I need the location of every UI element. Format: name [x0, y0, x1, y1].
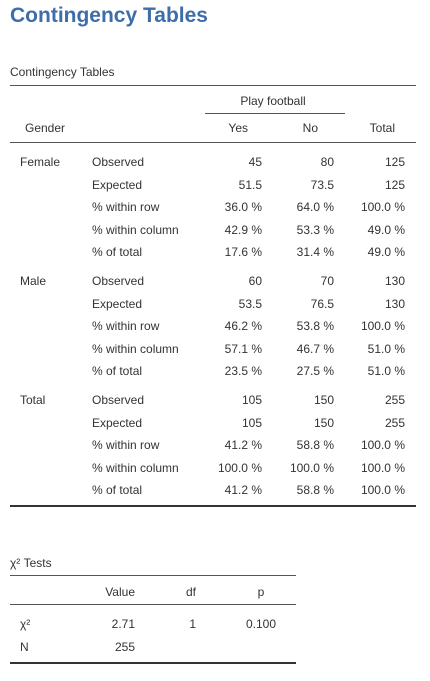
total-column-header: Total — [369, 121, 395, 135]
no-cell: 70 — [320, 274, 334, 288]
yes-cell: 41.2 % — [224, 483, 262, 497]
total-cell: 51.0 % — [367, 342, 405, 356]
statistic-label: Observed — [92, 155, 145, 169]
no-cell: 53.8 % — [296, 319, 334, 333]
yes-cell: 53.5 — [238, 297, 262, 311]
contingency-table-top-rule — [10, 85, 416, 86]
no-cell: 53.3 % — [296, 223, 334, 237]
no-cell: 100.0 % — [289, 461, 334, 475]
chi-table-top-rule — [10, 575, 296, 576]
chi-square-tests-title: χ² Tests — [10, 556, 52, 570]
no-cell: 73.5 — [310, 178, 334, 192]
statistic-label: Observed — [92, 274, 145, 288]
statistic-label: % of total — [92, 364, 143, 378]
yes-cell: 46.2 % — [224, 319, 262, 333]
contingency-table-bottom-rule — [10, 505, 416, 507]
no-cell: 58.8 % — [296, 438, 334, 452]
statistic-label: Observed — [92, 393, 145, 407]
chi-header-bottom-rule — [10, 604, 296, 605]
contingency-table-title: Contingency Tables — [10, 65, 115, 79]
yes-cell: 42.9 % — [224, 223, 262, 237]
yes-cell: 45 — [248, 155, 262, 169]
no-cell: 150 — [313, 393, 334, 407]
no-cell: 46.7 % — [296, 342, 334, 356]
statistic-label: % within row — [92, 200, 160, 214]
total-cell: 100.0 % — [360, 438, 405, 452]
no-column-header: No — [302, 121, 318, 135]
yes-column-header: Yes — [228, 121, 248, 135]
chi-p-cell: 0.100 — [245, 617, 277, 631]
chi-table-bottom-rule — [10, 662, 296, 664]
statistic-label: Expected — [92, 297, 143, 311]
yes-cell: 23.5 % — [224, 364, 262, 378]
total-cell: 125 — [384, 178, 405, 192]
statistic-label: % of total — [92, 483, 143, 497]
no-cell: 150 — [313, 416, 334, 430]
gender-column-header: Gender — [25, 121, 66, 135]
total-cell: 130 — [384, 274, 405, 288]
header-bottom-rule — [10, 142, 416, 143]
group-label: Total — [20, 393, 46, 407]
yes-cell: 57.1 % — [224, 342, 262, 356]
no-cell: 58.8 % — [296, 483, 334, 497]
page-title: Contingency Tables — [10, 4, 208, 27]
chi-value-cell: 2.71 — [111, 617, 135, 631]
total-cell: 125 — [384, 155, 405, 169]
chi-df-column-header: df — [185, 585, 196, 599]
total-cell: 49.0 % — [367, 245, 405, 259]
play-football-header: Play football — [240, 94, 306, 108]
no-cell: 76.5 — [310, 297, 334, 311]
chi-row-label: χ² — [20, 617, 31, 631]
yes-cell: 36.0 % — [224, 200, 262, 214]
chi-row-label: N — [20, 640, 29, 654]
total-cell: 49.0 % — [367, 223, 405, 237]
total-cell: 255 — [384, 393, 405, 407]
yes-cell: 41.2 % — [224, 438, 262, 452]
yes-cell: 17.6 % — [224, 245, 262, 259]
no-cell: 27.5 % — [296, 364, 334, 378]
yes-cell: 105 — [241, 393, 262, 407]
statistic-label: % within column — [92, 342, 179, 356]
total-cell: 255 — [384, 416, 405, 430]
total-cell: 100.0 % — [360, 483, 405, 497]
group-label: Male — [20, 274, 47, 288]
statistic-label: Expected — [92, 178, 143, 192]
yes-cell: 100.0 % — [217, 461, 262, 475]
chi-value-cell: 255 — [114, 640, 135, 654]
no-cell: 64.0 % — [296, 200, 334, 214]
spanning-header-rule — [205, 113, 345, 114]
chi-p-column-header: p — [257, 585, 265, 599]
statistic-label: % of total — [92, 245, 143, 259]
yes-cell: 105 — [241, 416, 262, 430]
group-label: Female — [20, 155, 61, 169]
yes-cell: 51.5 — [238, 178, 262, 192]
statistic-label: % within column — [92, 461, 179, 475]
total-cell: 130 — [384, 297, 405, 311]
no-cell: 31.4 % — [296, 245, 334, 259]
statistic-label: Expected — [92, 416, 143, 430]
total-cell: 100.0 % — [360, 461, 405, 475]
statistic-label: % within column — [92, 223, 179, 237]
statistic-label: % within row — [92, 319, 160, 333]
total-cell: 100.0 % — [360, 319, 405, 333]
chi-value-column-header: Value — [105, 585, 135, 599]
statistic-label: % within row — [92, 438, 160, 452]
yes-cell: 60 — [248, 274, 262, 288]
no-cell: 80 — [320, 155, 334, 169]
total-cell: 51.0 % — [367, 364, 405, 378]
chi-df-cell: 1 — [189, 617, 196, 631]
total-cell: 100.0 % — [360, 200, 405, 214]
